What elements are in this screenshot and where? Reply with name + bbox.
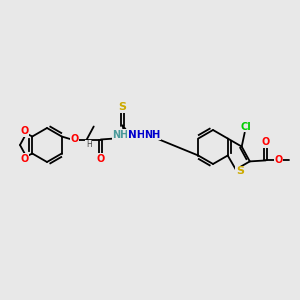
Text: O: O bbox=[70, 134, 79, 145]
Text: O: O bbox=[262, 137, 270, 147]
Text: Cl: Cl bbox=[240, 122, 251, 132]
Text: O: O bbox=[20, 127, 28, 136]
Text: S: S bbox=[236, 167, 244, 176]
Text: NH: NH bbox=[145, 130, 161, 140]
Text: O: O bbox=[275, 155, 283, 165]
Text: O: O bbox=[97, 154, 105, 164]
Text: S: S bbox=[119, 103, 127, 112]
Text: O: O bbox=[20, 154, 28, 164]
Text: NH: NH bbox=[112, 130, 129, 140]
Text: H: H bbox=[86, 140, 92, 149]
Text: NH: NH bbox=[128, 130, 146, 140]
